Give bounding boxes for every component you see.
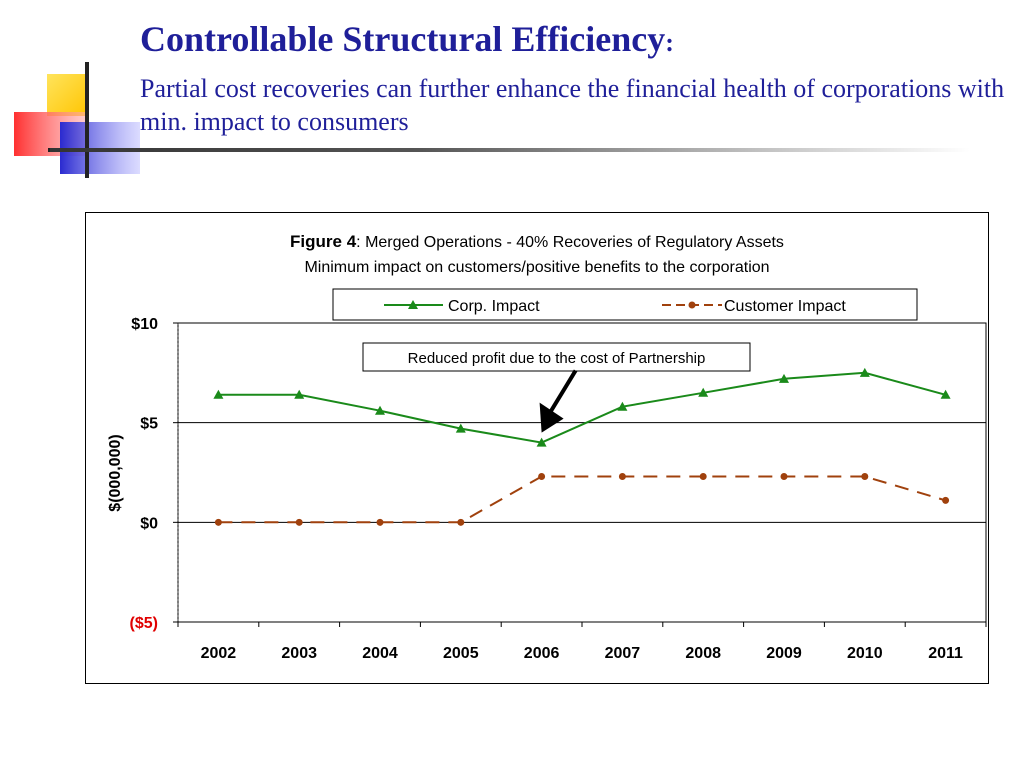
customer-impact-point-2005 <box>457 518 465 526</box>
slide-logo <box>14 62 140 178</box>
chart-title-bold: Figure 4 <box>290 232 357 251</box>
chart-frame: Figure 4: Merged Operations - 40% Recove… <box>85 212 989 684</box>
slide-subtitle: Partial cost recoveries can further enha… <box>140 74 1005 136</box>
corp-impact-point-2009 <box>779 373 789 383</box>
customer-impact-point-2008 <box>699 472 707 480</box>
line-chart: Figure 4: Merged Operations - 40% Recove… <box>107 232 987 662</box>
chart-annotation: Reduced profit due to the cost of Partne… <box>362 342 751 433</box>
slide-title: Controllable Structural Efficiency: <box>140 18 674 60</box>
x-tick-label-2004: 2004 <box>362 645 398 662</box>
x-tick-label-2007: 2007 <box>605 645 641 662</box>
customer-impact-point-2003 <box>295 518 303 526</box>
series-customer-impact-markers <box>214 472 950 526</box>
title-divider <box>50 148 970 152</box>
corp-impact-point-2008 <box>698 387 709 397</box>
annotation-arrowhead <box>539 402 564 433</box>
y-axis-label: $(000,000) <box>107 434 124 511</box>
customer-impact-point-2002 <box>214 518 222 526</box>
chart-subtitle: Minimum impact on customers/positive ben… <box>304 259 769 276</box>
corp-impact-point-2004 <box>375 405 385 415</box>
customer-impact-point-2007 <box>618 472 626 480</box>
x-tick-label-2005: 2005 <box>443 645 479 662</box>
corp-impact-point-2003 <box>294 389 305 399</box>
y-axis-ticks: $10 $5 $0 ($5) <box>130 316 178 632</box>
x-tick-label-2003: 2003 <box>281 645 317 662</box>
customer-impact-point-2009 <box>780 472 788 480</box>
customer-impact-point-2006 <box>538 472 546 480</box>
series-corp-impact-markers <box>213 367 951 447</box>
x-tick-label-2011: 2011 <box>928 645 963 662</box>
x-tick-label-2006: 2006 <box>524 645 560 662</box>
x-tick-label-2009: 2009 <box>766 645 802 662</box>
x-tick-label-2008: 2008 <box>685 645 721 662</box>
annotation-box <box>362 342 751 372</box>
corp-impact-point-2011 <box>940 389 951 399</box>
customer-impact-point-2011 <box>942 496 950 504</box>
x-tick-label-2010: 2010 <box>847 645 883 662</box>
legend-customer-label: Customer Impact <box>724 298 846 315</box>
chart-title: Figure 4: Merged Operations - 40% Recove… <box>290 232 784 251</box>
corp-impact-point-2010 <box>859 367 870 377</box>
corp-impact-point-2005 <box>455 423 466 433</box>
x-axis-ticks: 2002 2003 2004 2005 2006 2007 2008 2009 2010 2011 <box>177 622 987 662</box>
y-tick-label: $10 <box>131 316 158 333</box>
x-tick-label-2002: 2002 <box>201 645 237 662</box>
slide-title-colon: : <box>665 28 674 57</box>
y-tick-label: ($5) <box>130 615 158 632</box>
slide-title-text: Controllable Structural Efficiency <box>140 19 666 59</box>
corp-impact-point-2006 <box>536 437 547 447</box>
legend-corp-marker <box>408 300 418 309</box>
y-tick-label: $5 <box>140 416 158 433</box>
annotation-arrow <box>545 369 578 418</box>
chart-title-rest: : Merged Operations - 40% Recoveries of … <box>356 234 784 251</box>
annotation-text: Reduced profit due to the cost of Partne… <box>408 350 706 367</box>
legend-corp-label: Corp. Impact <box>448 298 540 315</box>
legend-customer-marker <box>688 301 696 309</box>
corp-impact-point-2007 <box>617 401 628 411</box>
series-customer-impact-line <box>218 475 946 524</box>
y-tick-label: $0 <box>140 515 158 532</box>
series-corp-impact-line <box>218 371 946 444</box>
customer-impact-point-2004 <box>376 518 384 526</box>
customer-impact-point-2010 <box>861 472 869 480</box>
corp-impact-point-2002 <box>213 389 224 399</box>
chart-legend: Corp. Impact Customer Impact <box>332 288 918 321</box>
